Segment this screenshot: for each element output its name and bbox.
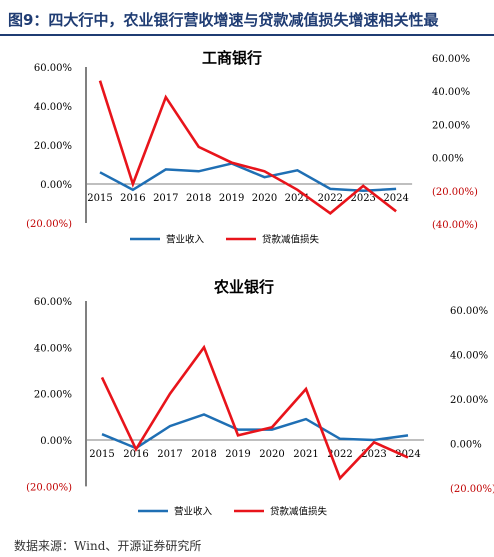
x-tick-label: 2020 <box>259 449 284 460</box>
x-tick-label: 2018 <box>191 449 216 460</box>
x-tick-label: 2015 <box>89 449 114 460</box>
x-tick-label: 2023 <box>350 193 375 204</box>
x-tick-label: 2016 <box>120 193 145 204</box>
y-tick-label: 40.00% <box>34 343 72 354</box>
y-tick-label: 40.00% <box>34 102 72 113</box>
right-axis-label: 60.00% <box>432 54 470 65</box>
legend-label: 营业收入 <box>166 234 205 246</box>
right-axis-label: 40.00% <box>450 351 488 362</box>
x-tick-label: 2022 <box>327 449 352 460</box>
title-rule <box>0 34 494 36</box>
series-line-impairment <box>98 80 397 215</box>
y-tick-label: 20.00% <box>34 141 72 152</box>
x-tick-label: 2024 <box>395 449 420 460</box>
x-tick-label: 2015 <box>87 193 112 204</box>
y-tick-label: 20.00% <box>34 390 72 401</box>
y-tick-label: 0.00% <box>40 436 72 447</box>
y-tick-label: 60.00% <box>34 297 72 308</box>
right-axis-label: (20.00%) <box>432 187 478 198</box>
right-axis-label: (40.00%) <box>432 220 478 231</box>
x-tick-label: 2022 <box>318 193 343 204</box>
series-line-revenue <box>99 162 397 193</box>
x-tick-label: 2019 <box>225 449 250 460</box>
x-tick-label: 2023 <box>361 449 386 460</box>
x-tick-label: 2017 <box>157 449 182 460</box>
x-tick-label: 2019 <box>219 193 244 204</box>
chart-title: 农业银行 <box>213 278 274 296</box>
figure-title: 图9：四大行中，农业银行营收增速与贷款减值损失增速相关性最 <box>8 11 439 29</box>
y-tick-label: 60.00% <box>34 63 72 74</box>
right-axis-label: 0.00% <box>450 440 482 451</box>
y-tick-label: 0.00% <box>40 180 72 191</box>
x-tick-label: 2016 <box>123 449 148 460</box>
legend-label: 营业收入 <box>174 506 213 518</box>
legend-label: 贷款减值损失 <box>270 506 328 518</box>
x-tick-label: 2021 <box>293 449 318 460</box>
x-tick-label: 2021 <box>285 193 310 204</box>
right-axis-label: 40.00% <box>432 87 470 98</box>
series-line-impairment <box>100 344 409 481</box>
x-tick-label: 2024 <box>383 193 408 204</box>
x-tick-label: 2018 <box>186 193 211 204</box>
right-axis-label: 0.00% <box>432 154 464 165</box>
right-axis-label: 60.00% <box>450 306 488 317</box>
y-tick-label: (20.00%) <box>26 219 72 230</box>
legend-label: 贷款减值损失 <box>262 234 320 246</box>
right-axis-label: 20.00% <box>432 120 470 131</box>
right-axis-label: (20.00%) <box>450 484 494 495</box>
chart-title: 工商银行 <box>202 49 262 67</box>
right-axis-label: 20.00% <box>450 395 488 406</box>
source-note: 数据来源：Wind、开源证券研究所 <box>14 539 202 553</box>
x-tick-label: 2017 <box>153 193 178 204</box>
y-tick-label: (20.00%) <box>26 482 72 493</box>
series-line-revenue <box>101 413 409 450</box>
x-tick-label: 2020 <box>252 193 277 204</box>
